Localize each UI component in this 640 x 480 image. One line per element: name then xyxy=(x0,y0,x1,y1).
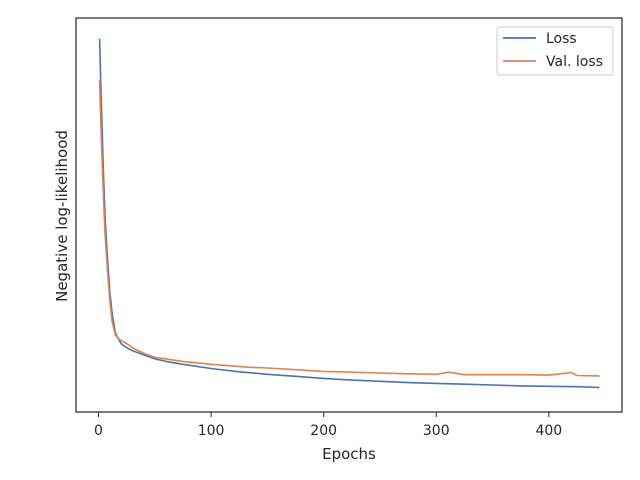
legend-label-val-loss: Val. loss xyxy=(546,54,603,70)
plot-area xyxy=(76,18,622,412)
x-tick-label: 0 xyxy=(94,423,103,439)
series-line-val-loss xyxy=(98,80,600,377)
series-layer xyxy=(98,38,600,389)
x-tick-label: 100 xyxy=(198,423,225,439)
x-tick-label: 200 xyxy=(310,423,337,439)
x-tick-label: 400 xyxy=(535,423,562,439)
x-tick-label: 300 xyxy=(423,423,450,439)
legend: Loss Val. loss xyxy=(496,26,614,76)
y-axis-title: Negative log-likelihood xyxy=(53,130,71,302)
legend-box xyxy=(496,26,614,76)
plot-frame xyxy=(75,17,623,413)
x-axis-ticks: 0 100 200 300 400 xyxy=(94,412,562,439)
legend-label-loss: Loss xyxy=(546,31,577,47)
x-axis-title: Epochs xyxy=(322,445,376,463)
series-line-loss xyxy=(98,38,600,389)
